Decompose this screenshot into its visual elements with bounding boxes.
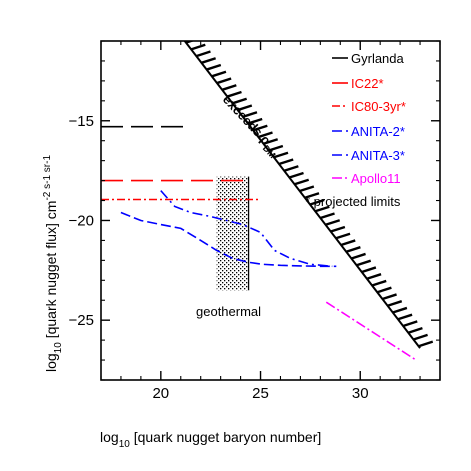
exceeds-boundary-line: [183, 41, 421, 349]
legend-label-3: ANITA-2*: [351, 124, 405, 139]
x-tick-label: 30: [352, 385, 369, 402]
y-axis-label: log10 [quark nugget flux] cm-2 s-1 sr-1: [42, 155, 64, 372]
exceeds-label: exceeds ρDM: [218, 92, 284, 160]
plot-frame: [100, 40, 441, 381]
hatch-mark: [351, 252, 366, 260]
x-tick-label: 20: [152, 385, 169, 402]
hatch-mark: [356, 259, 372, 267]
geothermal-region: [216, 176, 249, 291]
hatch-mark: [232, 97, 248, 105]
hatch-mark: [413, 333, 428, 341]
hatch-mark: [190, 43, 206, 51]
legend-label-0: Gyrlanda: [351, 51, 405, 66]
hatch-mark: [418, 340, 434, 348]
hatch-mark: [387, 300, 403, 307]
legend-label-5: Apollo11: [351, 171, 401, 186]
hatch-mark: [268, 144, 284, 152]
hatch-mark: [335, 232, 351, 240]
hatch-mark: [252, 124, 268, 132]
hatch-mark: [283, 165, 299, 172]
y-tick-label: −15: [69, 113, 94, 130]
hatch-mark: [185, 41, 195, 44]
hatch-mark: [397, 313, 413, 321]
hatch-mark: [304, 192, 320, 199]
hatch-mark: [361, 266, 377, 274]
hatch-mark: [288, 171, 304, 179]
hatch-mark: [257, 131, 273, 139]
hatch-mark: [314, 205, 330, 213]
hatch-mark: [242, 111, 258, 118]
hatch-mark: [371, 279, 387, 287]
legend: Gyrlanda IC22* IC80-3yr* ANITA-2* ANITA-3* Ap…: [305, 51, 406, 209]
y-axis-label-sub: 10: [53, 342, 64, 354]
hatch-mark: [216, 77, 232, 85]
series-line-4: [120, 211, 337, 268]
hatch-mark: [299, 185, 315, 193]
x-axis-label-rest: [quark nugget baryon number]: [130, 429, 321, 445]
series-layer: [101, 41, 434, 361]
hatch-mark: [237, 104, 253, 112]
hatch-mark: [263, 138, 279, 145]
legend-label-2: IC80-3yr*: [351, 99, 406, 114]
hatch-mark: [195, 50, 211, 58]
exceeds-label-main: exceeds ρ: [220, 92, 274, 148]
hatch-mark: [407, 327, 423, 334]
hatch-mark: [340, 239, 356, 247]
hatch-mark: [330, 225, 346, 233]
hatch-mark: [278, 158, 294, 166]
hatch-mark: [211, 70, 227, 78]
hatch-mark: [345, 246, 361, 253]
hatch-mark: [201, 57, 216, 64]
y-tick-label: −20: [69, 212, 94, 229]
hatch-mark: [382, 293, 397, 301]
x-tick-label: 25: [252, 385, 269, 402]
hatch-mark: [376, 286, 392, 294]
series-line-5: [325, 301, 417, 361]
legend-label-1: IC22*: [351, 76, 384, 91]
y-tick-label: −25: [69, 312, 94, 329]
legend-note: * projected limits: [305, 194, 401, 209]
x-axis-label-sub: 10: [119, 439, 131, 450]
x-axis-label-main: log: [100, 429, 119, 445]
hatch-mark: [226, 90, 242, 98]
hatch-mark: [320, 212, 335, 220]
hatch-mark: [402, 320, 418, 328]
y-axis-label-rest: [quark nugget flux] cm: [43, 201, 59, 343]
ticks-layer: 20 25 30 −15 −20 −25: [69, 40, 441, 402]
y-axis-label-units: -2 s-1 sr-1: [42, 155, 53, 201]
hatch-mark: [294, 178, 310, 186]
hatch-mark: [309, 198, 325, 206]
hatch-mark: [366, 273, 382, 280]
legend-label-4: ANITA-3*: [351, 148, 405, 163]
hatch-mark: [206, 63, 222, 71]
hatch-mark: [247, 117, 263, 125]
hatch-mark: [392, 306, 408, 314]
hatch-mark: [325, 219, 341, 226]
y-axis-label-main: log: [43, 353, 59, 372]
x-axis-label: log10 [quark nugget baryon number]: [100, 429, 321, 450]
hatch-mark: [221, 84, 237, 91]
hatch-mark: [273, 151, 289, 159]
geothermal-label: geothermal: [196, 304, 261, 319]
